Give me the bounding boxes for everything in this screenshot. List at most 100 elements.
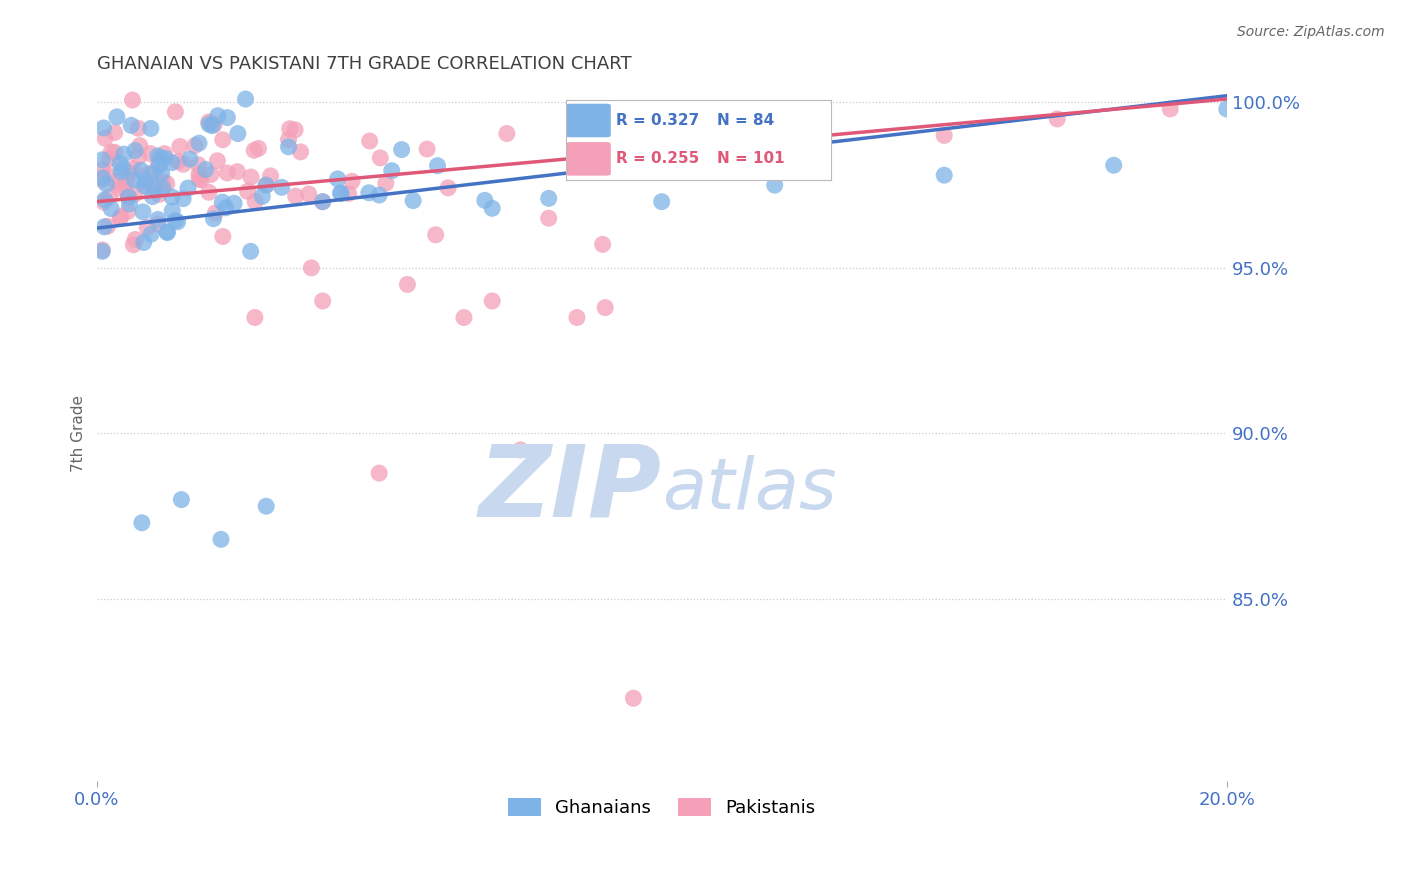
Point — [108, 181, 131, 195]
Point — [278, 121, 301, 136]
Point — [128, 150, 150, 164]
Point — [91, 243, 114, 257]
Point — [202, 211, 225, 226]
Point — [111, 179, 134, 194]
Point — [209, 533, 232, 547]
Point — [204, 206, 226, 220]
Point — [437, 181, 460, 195]
Point — [148, 159, 170, 173]
Point — [152, 175, 174, 189]
Point — [224, 196, 246, 211]
Point — [651, 194, 673, 209]
Point — [565, 310, 588, 325]
Point — [284, 123, 307, 137]
Point — [96, 178, 118, 192]
Point — [236, 185, 259, 199]
Point — [139, 146, 162, 161]
Point — [763, 178, 786, 193]
Point — [156, 177, 179, 191]
Point — [934, 168, 956, 182]
Point — [98, 190, 121, 204]
Point — [103, 145, 125, 160]
Point — [167, 154, 190, 169]
Point — [1159, 102, 1181, 116]
Point — [426, 159, 449, 173]
Legend: Ghanaians, Pakistanis: Ghanaians, Pakistanis — [501, 790, 823, 824]
Point — [170, 492, 193, 507]
Point — [239, 244, 262, 259]
Point — [96, 219, 118, 234]
Point — [150, 167, 173, 181]
Point — [217, 111, 239, 125]
Point — [112, 147, 135, 161]
Point — [217, 166, 239, 180]
Point — [105, 110, 128, 124]
Point — [416, 142, 439, 156]
Point — [122, 161, 145, 176]
Point — [142, 166, 165, 180]
Point — [93, 195, 115, 210]
Point — [100, 202, 122, 216]
Point — [93, 193, 115, 207]
Point — [391, 143, 413, 157]
Point — [243, 310, 266, 325]
Point — [215, 201, 238, 215]
Point — [91, 173, 114, 187]
Point — [139, 177, 162, 191]
Point — [1102, 158, 1125, 172]
Point — [128, 138, 150, 153]
Point — [243, 194, 266, 209]
Text: Source: ZipAtlas.com: Source: ZipAtlas.com — [1237, 25, 1385, 39]
Point — [252, 189, 274, 203]
Point — [235, 92, 257, 106]
Point — [226, 164, 249, 178]
Point — [177, 181, 200, 195]
Point — [156, 225, 179, 239]
Point — [143, 182, 166, 196]
Point — [117, 189, 139, 203]
Point — [290, 145, 312, 159]
Point — [187, 158, 209, 172]
Point — [108, 156, 131, 170]
Point — [124, 232, 146, 246]
Point — [129, 163, 152, 178]
Point — [91, 162, 114, 177]
Point — [374, 176, 396, 190]
Point — [197, 115, 219, 129]
Point — [623, 691, 645, 706]
Point — [132, 205, 155, 219]
Text: ZIP: ZIP — [478, 441, 662, 538]
Point — [155, 151, 177, 165]
Point — [165, 104, 187, 119]
Point — [139, 121, 162, 136]
Point — [120, 119, 142, 133]
Point — [651, 161, 673, 176]
Point — [298, 186, 321, 201]
Point — [299, 260, 322, 275]
Point — [368, 466, 391, 480]
Point — [211, 133, 233, 147]
Point — [330, 186, 353, 201]
Point — [311, 194, 333, 209]
Point — [481, 202, 503, 216]
Point — [190, 173, 212, 187]
Point — [277, 133, 299, 147]
Point — [160, 190, 183, 204]
Point — [211, 229, 233, 244]
Point — [311, 293, 333, 308]
Point — [198, 117, 221, 131]
Point — [141, 189, 163, 203]
Point — [259, 169, 281, 183]
Point — [160, 155, 183, 169]
Point — [110, 165, 132, 179]
Point — [402, 194, 425, 208]
Point — [91, 170, 114, 185]
Point — [200, 168, 222, 182]
Point — [357, 186, 380, 200]
Point — [138, 167, 160, 181]
Point — [211, 195, 233, 210]
Point — [763, 145, 786, 159]
Point — [172, 192, 194, 206]
Point — [124, 144, 146, 158]
Point — [474, 194, 496, 208]
